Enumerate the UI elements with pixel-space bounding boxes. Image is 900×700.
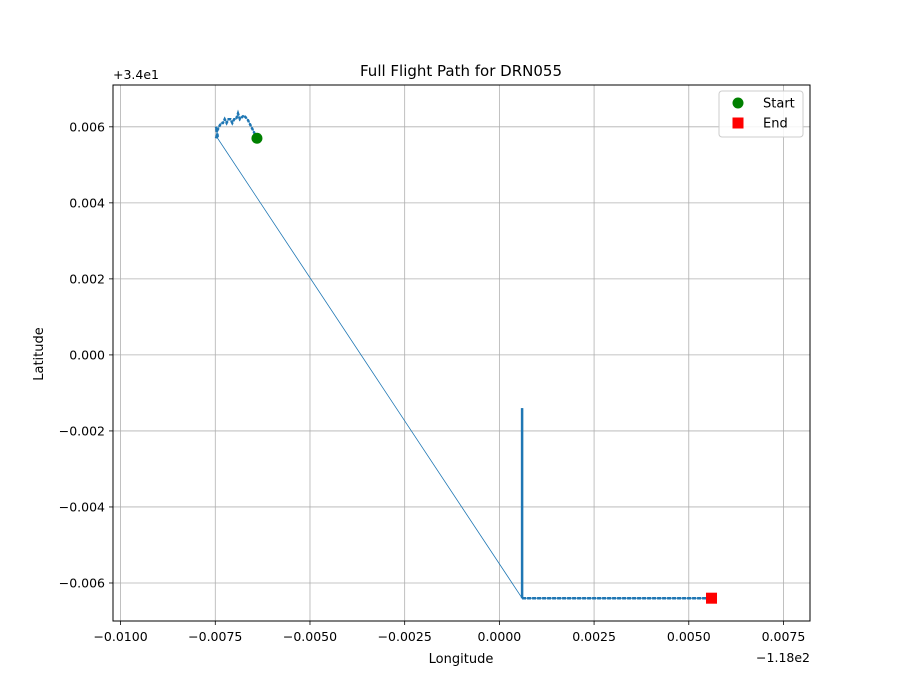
x-tick-label: 0.0000 xyxy=(478,629,522,644)
chart-title: Full Flight Path for DRN055 xyxy=(360,62,562,80)
start-marker xyxy=(251,132,263,144)
legend-label: End xyxy=(763,117,788,132)
x-tick-label: −0.0050 xyxy=(283,629,337,644)
series-layer xyxy=(214,109,712,600)
x-tick-label: 0.0075 xyxy=(762,629,806,644)
legend-label: Start xyxy=(763,97,795,112)
marker-layer xyxy=(251,132,718,604)
y-axis-label: Latitude xyxy=(32,327,47,381)
y-offset-label: +3.4e1 xyxy=(113,67,159,82)
flight-path-loop xyxy=(214,109,259,139)
y-tick-label: 0.002 xyxy=(69,271,105,286)
x-axis-label: Longitude xyxy=(429,652,494,667)
legend-end-swatch xyxy=(732,117,744,129)
y-tick-label: −0.006 xyxy=(59,575,105,590)
y-tick-label: 0.006 xyxy=(69,119,105,134)
plot-frame xyxy=(112,84,811,622)
x-tick-label: 0.0025 xyxy=(572,629,616,644)
x-tick-label: −0.0100 xyxy=(93,629,147,644)
x-offset-label: −1.18e2 xyxy=(756,650,810,665)
y-tick-label: 0.004 xyxy=(69,195,105,210)
end-marker xyxy=(706,592,718,604)
x-tick-label: −0.0075 xyxy=(188,629,242,644)
y-tick-label: 0.000 xyxy=(69,347,105,362)
x-axis-ticks: −0.0100 −0.0075 −0.0050 −0.0025 0.0000 0.0025… xyxy=(93,621,805,644)
legend: Start End xyxy=(718,90,804,138)
y-tick-label: −0.002 xyxy=(59,423,105,438)
y-tick-label: −0.004 xyxy=(59,499,105,514)
legend-start-swatch xyxy=(732,97,744,109)
x-tick-label: −0.0025 xyxy=(378,629,432,644)
x-tick-label: 0.0050 xyxy=(667,629,711,644)
y-axis-ticks: −0.006 −0.004 −0.002 0.000 0.002 0.004 0.006 xyxy=(59,119,113,590)
